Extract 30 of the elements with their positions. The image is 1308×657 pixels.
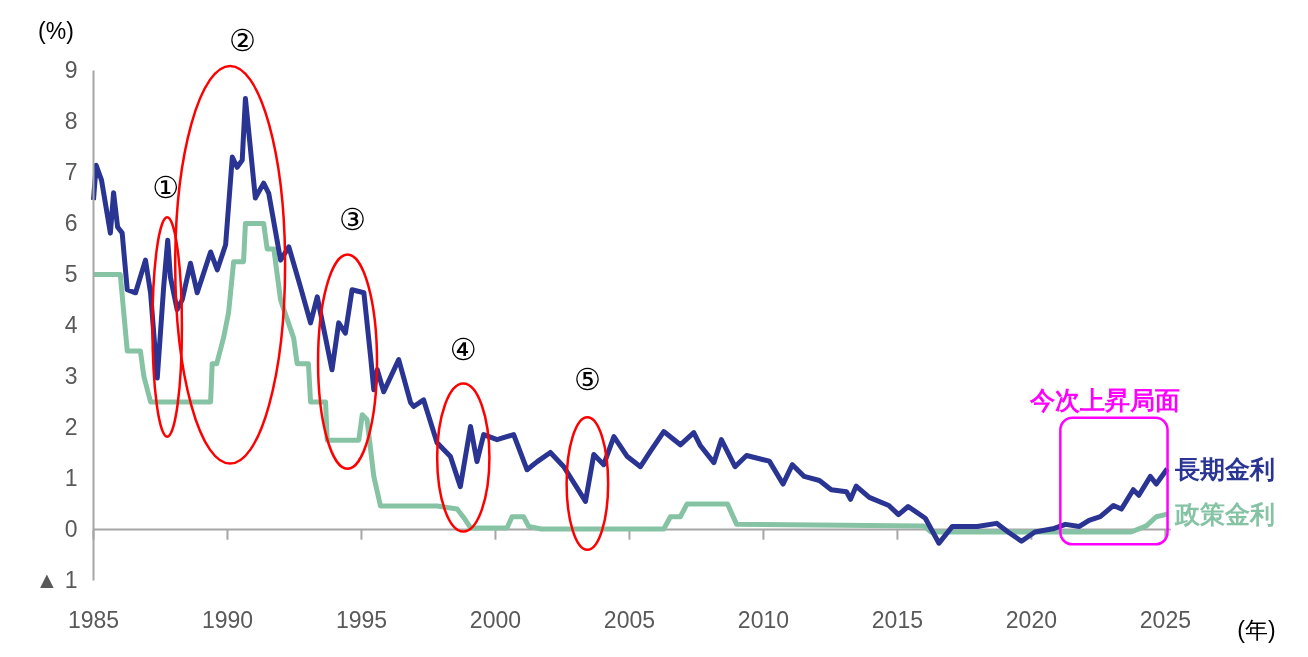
text: ② — [229, 22, 256, 58]
y-tick-label: 6 — [64, 210, 78, 237]
x-tick-label: 2015 — [871, 607, 924, 634]
y-tick-label: 4 — [64, 312, 78, 339]
x-tick-label: 1990 — [201, 607, 254, 634]
x-tick-label: 2005 — [603, 607, 656, 634]
series-label: 政策金利 — [1174, 500, 1276, 529]
annotation: 今次上昇局面 — [1029, 385, 1181, 414]
x-tick-label: 2010 — [737, 607, 790, 634]
y-tick-label: 5 — [64, 261, 78, 288]
x-tick-label: 2025 — [1139, 607, 1191, 634]
y-tick-label: 2 — [64, 414, 78, 441]
y-tick-label: 7 — [64, 159, 78, 186]
y-tick-label: 3 — [64, 363, 78, 390]
y-tick-label: 9 — [64, 57, 78, 84]
y-tick-label: ▲ 1 — [35, 567, 78, 594]
x-tick-label: 1985 — [67, 607, 120, 634]
annotation: ③ — [338, 202, 366, 238]
y-tick-label: 8 — [64, 108, 78, 135]
y-tick-label: 0 — [64, 516, 78, 543]
y-tick-label: 1 — [64, 465, 78, 492]
y-axis-title: (%) — [38, 17, 74, 44]
annotation: ⑤ — [573, 362, 601, 397]
annotation: ④ — [449, 332, 477, 368]
x-axis-title: (年) — [1237, 617, 1276, 644]
x-tick-label: 1995 — [335, 607, 388, 634]
x-tick-label: 2020 — [1005, 607, 1057, 634]
annotation: ① — [152, 169, 180, 205]
x-tick-label: 2000 — [469, 607, 522, 634]
series-label: 長期金利 — [1174, 454, 1276, 483]
